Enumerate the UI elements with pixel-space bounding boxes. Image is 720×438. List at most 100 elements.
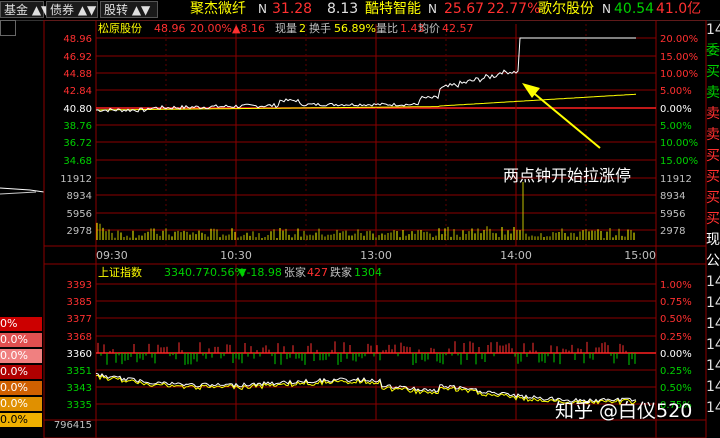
right-sidebar-item[interactable]: 买 [706, 211, 720, 227]
sidebar-row[interactable]: 0.0% [0, 349, 42, 363]
panel2-up: 427 [307, 266, 328, 279]
axis-label-right: 5956 [660, 209, 685, 220]
annotation-text: 两点钟开始拉涨停 [503, 166, 632, 185]
annotation-arrow [529, 89, 601, 149]
panel2-up-label: 张家 [284, 265, 306, 279]
right-sidebar-item[interactable]: 公 [706, 253, 720, 269]
ticker-3-pct: 41.0亿 [656, 1, 702, 17]
axis-label-left: 3377 [67, 314, 92, 325]
axis-label-left: 11912 [60, 174, 92, 185]
axis-label-left: 3393 [67, 280, 92, 291]
panel2-name[interactable]: 上证指数 [98, 265, 142, 279]
ticker-1-name[interactable]: 聚杰微纤 [190, 1, 246, 17]
time-axis-label: 09:30 [96, 249, 128, 262]
right-sidebar-item[interactable]: 买 [706, 148, 720, 164]
ticker-3-name[interactable]: 歌尔股份 [538, 1, 594, 17]
axis-label-right: 8934 [660, 191, 685, 202]
axis-label-right: 10.00% [660, 69, 698, 80]
sidebar-row[interactable]: 0% [0, 317, 42, 331]
axis-label-left: 44.88 [63, 69, 92, 80]
axis-label-right: 15.00% [660, 156, 698, 167]
axis-label-left: 38.76 [63, 121, 92, 132]
sidebar-row[interactable]: 0.0% [0, 397, 42, 411]
axis-label-left: 48.96 [63, 34, 92, 45]
panel1-turnover: 56.89% [334, 22, 376, 35]
sidebar-row[interactable]: 0.0% [0, 381, 42, 395]
watermark: 知乎 @白仪520 [555, 400, 693, 422]
tab-bond[interactable]: 债券 ▲▼ [46, 1, 98, 18]
axis-label-left: 3360 [67, 349, 92, 360]
right-sidebar: 14 委买卖卖卖买买买买现公 14 14 14 14 14 14 14 [706, 20, 720, 438]
axis-label-left: 796415 [54, 420, 92, 431]
axis-label-right: 5.00% [660, 121, 692, 132]
panel1-avg: 42.57 [442, 22, 474, 35]
ticker-1-price: 31.28 [272, 1, 313, 17]
panel2-price: 3340.77 [164, 266, 210, 279]
axis-label-right: 15.00% [660, 52, 698, 63]
sidebar-row[interactable]: 0.0% [0, 365, 42, 379]
ticker-1-flag: N [258, 2, 267, 16]
time-axis-label: 14:00 [500, 249, 532, 262]
ticker-2-name[interactable]: 酷特智能 [365, 1, 421, 17]
right-sidebar-item[interactable]: 买 [706, 169, 720, 185]
right-sidebar-item[interactable]: 14 [706, 316, 720, 332]
price-line [95, 37, 636, 113]
axis-label-right: 2978 [660, 226, 685, 237]
right-sidebar-item[interactable]: 14 [706, 337, 720, 353]
ticker-3-price: 40.54 [614, 1, 655, 17]
panel1-vol: 2 [299, 22, 306, 35]
panel1-avg-label: 均价 [418, 22, 440, 35]
right-sidebar-item[interactable]: 委 [706, 43, 720, 59]
index-line [95, 372, 637, 403]
arrow-head-icon [522, 83, 540, 98]
axis-label-left: 46.92 [63, 52, 92, 63]
sidebar-toggle-icon[interactable] [0, 20, 16, 36]
axis-label-right: 0.75% [660, 400, 692, 411]
time-axis-label: 13:00 [360, 249, 392, 262]
right-sidebar-item[interactable]: 买 [706, 64, 720, 80]
axis-label-right: 0.50% [660, 383, 692, 394]
tab-fund[interactable]: 基金 ▲▼ [0, 1, 50, 18]
right-sidebar-item[interactable]: 现 [706, 232, 720, 248]
intraday-chart-area: 松原股份 48.96 20.00% ▲8.16 现量 2 换手 56.89% 量… [43, 20, 707, 438]
axis-label-right: 0.25% [660, 366, 692, 377]
axis-label-left: 3351 [67, 366, 92, 377]
panel2-down: 1304 [354, 266, 382, 279]
axis-label-right: 10.00% [660, 138, 698, 149]
axis-label-right: 1.00% [660, 280, 692, 291]
right-sidebar-item[interactable]: 卖 [706, 127, 720, 143]
axis-label-right: 5.00% [660, 86, 692, 97]
right-sidebar-item[interactable]: 买 [706, 190, 720, 206]
axis-label-left: 2978 [67, 226, 92, 237]
axis-label-right: 0.75% [660, 297, 692, 308]
panel1-pct: 20.00% [190, 22, 232, 35]
axis-label-left: 3368 [67, 332, 92, 343]
panel2-pct: -0.56% [206, 266, 245, 279]
tab-bond-label: 债券 [50, 3, 75, 17]
sidebar-row[interactable]: 0.0% [0, 413, 42, 427]
panel1-change: ▲8.16 [232, 22, 265, 35]
panel1-ratio-label: 量比 [376, 22, 398, 35]
tab-fund-label: 基金 [4, 3, 29, 17]
right-sidebar-item[interactable]: 14 [706, 22, 720, 38]
sidebar-row[interactable]: 0.0% [0, 333, 42, 347]
right-sidebar-item[interactable]: 14 [706, 274, 720, 290]
right-sidebar-item[interactable]: 卖 [706, 85, 720, 101]
tab-share-transfer-label: 股转 [104, 3, 129, 17]
axis-label-right: 0.50% [660, 314, 692, 325]
axis-label-left: 3335 [67, 400, 92, 411]
ticker-3-flag: N [602, 2, 611, 16]
panel1-name[interactable]: 松原股份 [98, 21, 142, 35]
quote-tab-bar: 基金 ▲▼ 债券 ▲▼ 股转 ▲▼ 聚杰微纤 N 31.28 8.13 酷特智能… [0, 0, 720, 21]
right-sidebar-item[interactable]: 14 [706, 379, 720, 395]
axis-label-right: 11912 [660, 174, 692, 185]
axis-label-left: 40.80 [63, 104, 92, 115]
axis-label-left: 3385 [67, 297, 92, 308]
panel1-ratio: 1.43 [400, 22, 425, 35]
right-sidebar-item[interactable]: 14 [706, 400, 720, 416]
axis-label-left: 34.68 [63, 156, 92, 167]
right-sidebar-item[interactable]: 卖 [706, 106, 720, 122]
tab-share-transfer[interactable]: 股转 ▲▼ [100, 1, 158, 18]
right-sidebar-item[interactable]: 14 [706, 358, 720, 374]
right-sidebar-item[interactable]: 14 [706, 295, 720, 311]
